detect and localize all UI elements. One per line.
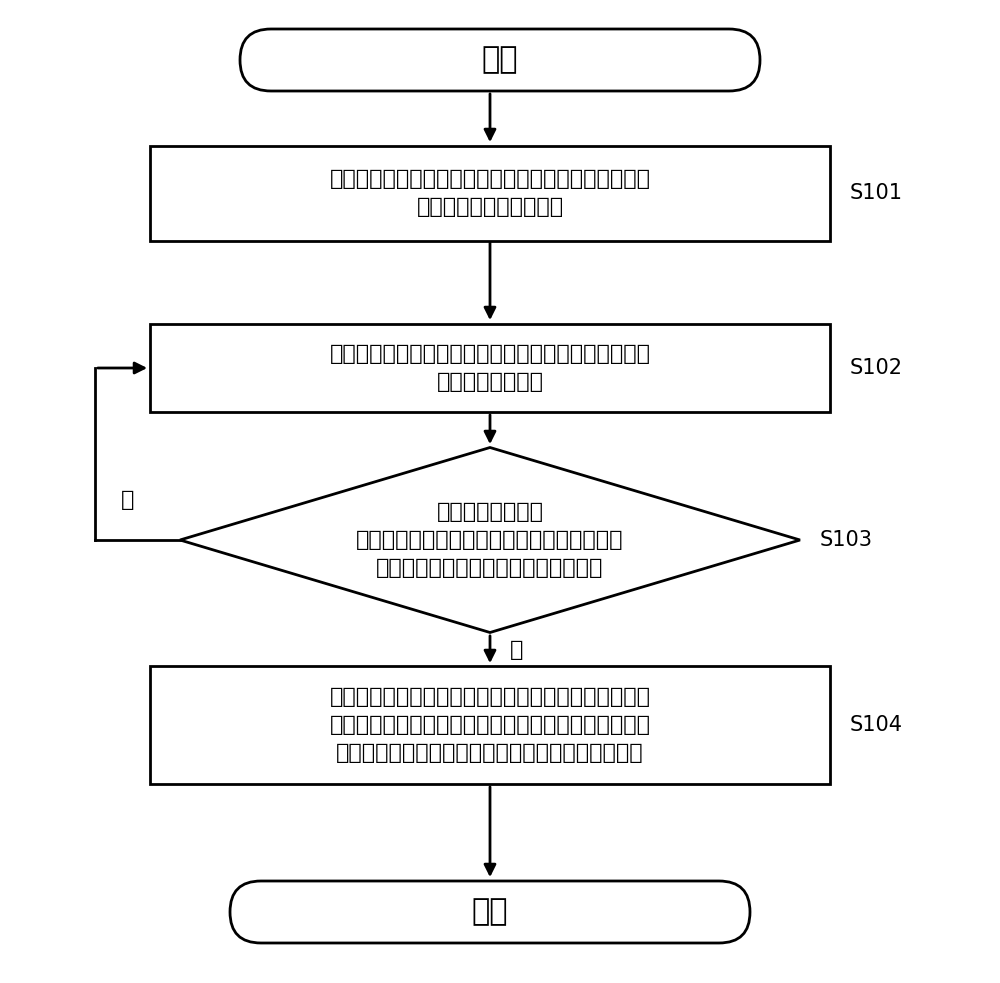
FancyBboxPatch shape [240,29,760,91]
Text: 结束: 结束 [472,897,508,927]
Text: 开始: 开始 [482,45,518,75]
Text: S104: S104 [850,715,903,735]
Text: 是: 是 [510,640,523,660]
Polygon shape [180,447,800,632]
Text: S103: S103 [820,530,873,550]
Text: 否: 否 [121,490,135,510]
Text: 根据种子序列的索
引值查询指针表和候选对比位置表判断参考序
列中是否存在种子序列对应的位置信息: 根据种子序列的索 引值查询指针表和候选对比位置表判断参考序 列中是否存在种子序列… [356,502,624,578]
Bar [150,145,830,241]
Text: S102: S102 [850,358,903,378]
Bar [150,324,830,412]
Text: 从待对比序列中提取预设长度的种子序列，并确定所述
种子序列的索引值: 从待对比序列中提取预设长度的种子序列，并确定所述 种子序列的索引值 [330,344,650,392]
Text: S101: S101 [850,183,903,203]
Bar [150,666,830,784]
Text: 确定待对比序列和参考序列，并根据所述参考序列确定
指针表和候选对比位置表: 确定待对比序列和参考序列，并根据所述参考序列确定 指针表和候选对比位置表 [330,169,650,217]
FancyBboxPatch shape [230,881,750,943]
Text: 将种子序列作为待扩展序列，根据位置信息以参考序列
为基准对待扩展序列进行扩展操作得到中间序列，并对
比中间序列与所述待对比序列得到基因序列比对结果: 将种子序列作为待扩展序列，根据位置信息以参考序列 为基准对待扩展序列进行扩展操作… [330,687,650,763]
